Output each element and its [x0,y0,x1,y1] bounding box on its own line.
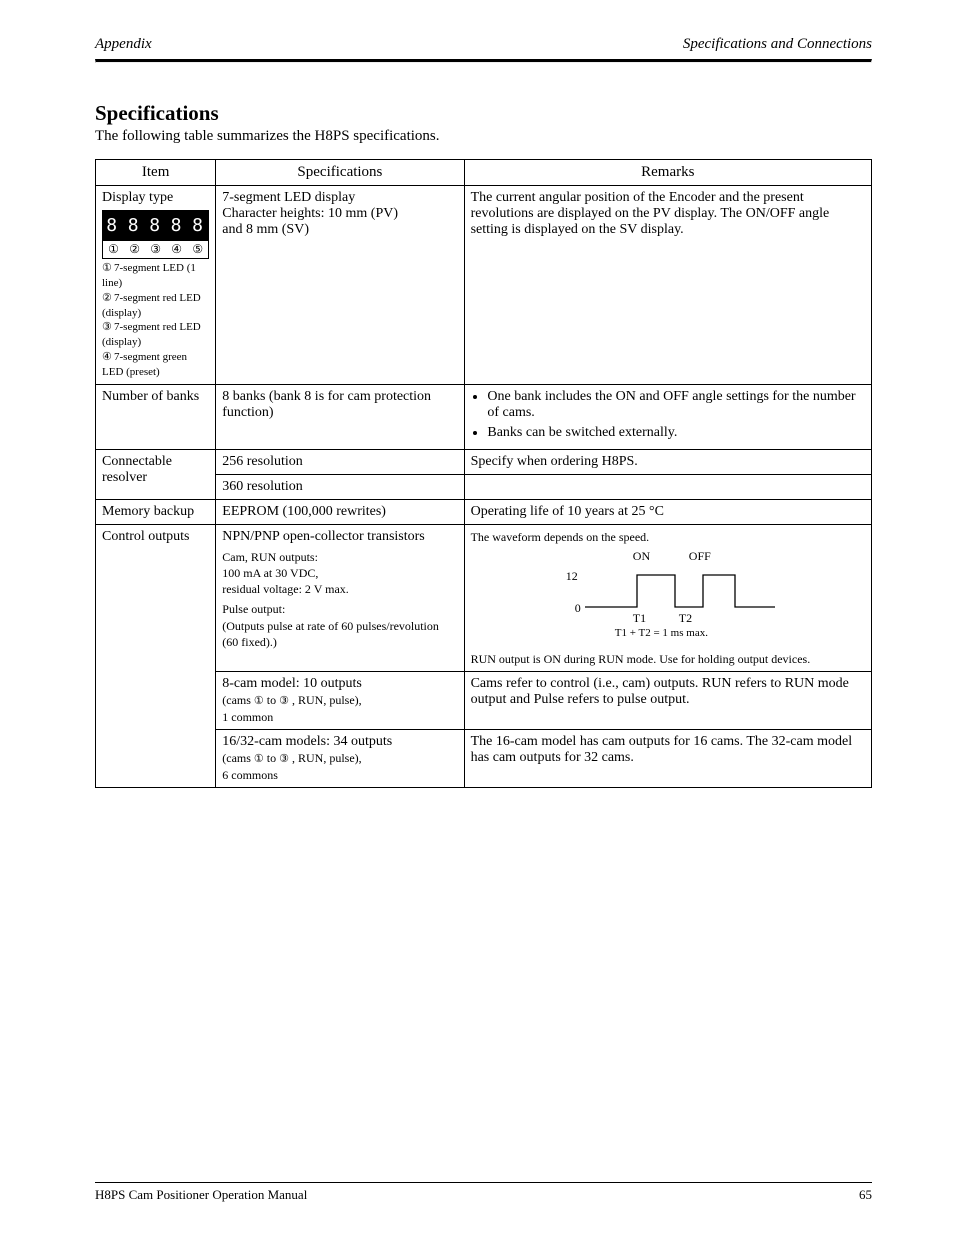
table-header-row: Item Specifications Remarks [96,160,872,186]
display-line: ②7-segment red LED (display) [102,291,209,321]
banks-remark-2: Banks can be switched externally. [487,425,865,441]
cell-memory-spec: EEPROM (100,000 rewrites) [216,499,464,524]
outputs1-label: Cam, RUN outputs: [222,550,318,564]
cell-display-remark: The current angular position of the Enco… [464,186,871,385]
cell-outputs-remark-3: The 16-cam model has cam outputs for 16 … [464,730,871,788]
cell-display-item: Display type 8 8 8 8 8 ① ② ③ ④ ⑤ ①7-segm… [96,186,216,385]
section-heading: Specifications [95,101,872,126]
outputs1-remark-line: RUN output is ON during RUN mode. Use fo… [471,651,865,667]
led-seg: 8 [149,215,162,236]
cell-resolver-spec-1: 256 resolution [216,449,464,474]
pulse-tmax-label: T1 + T2 = 1 ms max. [615,627,708,639]
cell-banks-remark: One bank includes the ON and OFF angle s… [464,384,871,449]
led-seg: 8 [171,215,184,236]
col-header-item: Item [96,160,216,186]
pulse-hi-label: 12 [566,569,578,584]
outputs1-title: NPN/PNP open-collector transistors [222,529,457,545]
digit-index: ③ [150,242,161,257]
outputs3-to: to [267,751,279,765]
cell-resolver-remark-1: Specify when ordering H8PS. [464,449,871,474]
outputs2-title: 8-cam model: 10 outputs [222,676,457,692]
outputs2-d1-icon: ① [254,694,264,709]
outputs3-title: 16/32-cam models: 34 outputs [222,734,457,750]
pulse-off-label: OFF [689,549,711,564]
outputs1-label2: Pulse output: [222,602,285,616]
outputs1-spec2: (Outputs pulse at rate of 60 pulses/revo… [222,619,439,649]
pulse-on-label: ON [633,549,650,564]
col-header-remark: Remarks [464,160,871,186]
display-line: ③7-segment red LED (display) [102,320,209,350]
running-head-right: Specifications and Connections [683,36,872,53]
cell-outputs-remark-2: Cams refer to control (i.e., cam) output… [464,672,871,730]
cell-display-spec: 7-segment LED display Character heights:… [216,186,464,385]
cell-banks-spec: 8 banks (bank 8 is for cam protection fu… [216,384,464,449]
pulse-lo-label: 0 [575,601,581,616]
running-head-left: Appendix [95,36,152,53]
page-footer: H8PS Cam Positioner Operation Manual 65 [95,1182,872,1203]
led-display-icon: 8 8 8 8 8 [102,210,209,240]
cell-outputs-spec-1: NPN/PNP open-collector transistors Cam, … [216,524,464,671]
row-memory: Memory backup EEPROM (100,000 rewrites) … [96,499,872,524]
led-seg: 8 [106,215,119,236]
cell-outputs-remark-1: The waveform depends on the speed. ON OF… [464,524,871,671]
cell-resolver-spec-2: 360 resolution [216,474,464,499]
cell-banks-item: Number of banks [96,384,216,449]
digit-index: ② [129,242,140,257]
outputs3-prefix: (cams [222,751,254,765]
row-resolver-1: Connectable resolver 256 resolution Spec… [96,449,872,474]
outputs1-remark-intro: The waveform depends on the speed. [471,529,865,545]
section-note: The following table summarizes the H8PS … [95,128,872,145]
led-seg: 8 [192,215,205,236]
digit-index: ① [108,242,119,257]
row-outputs-1: Control outputs NPN/PNP open-collector t… [96,524,872,671]
outputs1-spec: 100 mA at 30 VDC, residual voltage: 2 V … [222,566,349,596]
cell-outputs-item: Control outputs [96,524,216,787]
footer-page: 65 [859,1187,872,1203]
cell-memory-remark: Operating life of 10 years at 25 °C [464,499,871,524]
cell-outputs-spec-2: 8-cam model: 10 outputs (cams ① to ③ , R… [216,672,464,730]
outputs2-d2-icon: ③ [279,694,289,709]
row-banks: Number of banks 8 banks (bank 8 is for c… [96,384,872,449]
outputs2-prefix: (cams [222,693,254,707]
outputs2-to: to [267,693,279,707]
outputs3-d2-icon: ③ [279,752,289,767]
digit-index-row: ① ② ③ ④ ⑤ [102,240,209,259]
cell-resolver-remark-2 [464,474,871,499]
row-display: Display type 8 8 8 8 8 ① ② ③ ④ ⑤ ①7-segm… [96,186,872,385]
spec-table: Item Specifications Remarks Display type… [95,159,872,788]
header-rule [95,59,872,63]
display-line: ①7-segment LED (1 line) [102,261,209,291]
footer-title: H8PS Cam Positioner Operation Manual [95,1187,307,1203]
banks-remark-1: One bank includes the ON and OFF angle s… [487,389,865,421]
cell-memory-item: Memory backup [96,499,216,524]
cell-resolver-item: Connectable resolver [96,449,216,499]
pulse-svg [585,567,775,617]
display-line: ④7-segment green LED (preset) [102,350,209,380]
pulse-t1-label: T1 [633,611,646,626]
led-seg: 8 [128,215,141,236]
pulse-t2-label: T2 [679,611,692,626]
digit-index: ⑤ [192,242,203,257]
col-header-spec: Specifications [216,160,464,186]
display-item-title: Display type [102,190,209,206]
cell-outputs-spec-3: 16/32-cam models: 34 outputs (cams ① to … [216,730,464,788]
digit-index: ④ [171,242,182,257]
outputs3-d1-icon: ① [254,752,264,767]
pulse-waveform-icon: ON OFF 12 0 T1 T2 T1 + T2 = 1 ms max. [563,549,773,645]
